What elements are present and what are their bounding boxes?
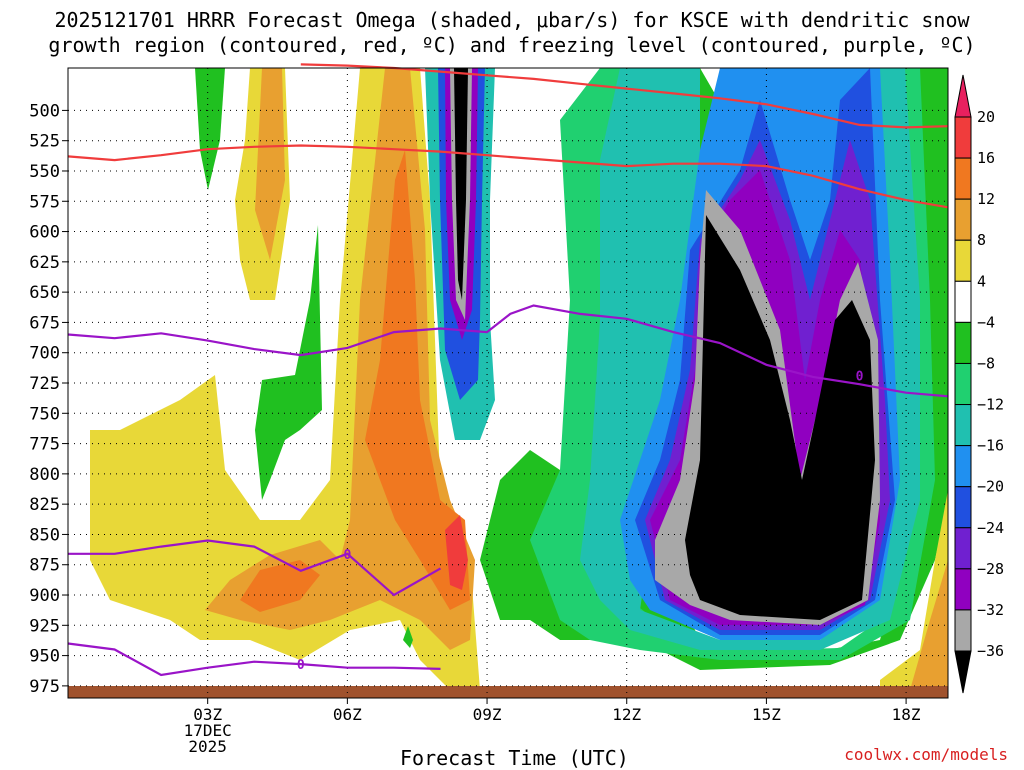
omega-negative-cyan bbox=[580, 68, 920, 650]
omega-negative-green-2 bbox=[255, 225, 322, 500]
colorbar: 20 16 12 8 4 −4 −8 −12 −16 −20 −24 −28 −32 −36 bbox=[954, 74, 1004, 694]
omega-positive-dark-orange bbox=[240, 560, 320, 612]
colorbar-label: −8 bbox=[977, 354, 995, 372]
omega-minimum-core bbox=[685, 215, 875, 620]
colorbar-label: 8 bbox=[977, 231, 986, 249]
y-tick-label: 650 bbox=[29, 283, 60, 303]
title-line-1: 2025121701 HRRR Forecast Omega (shaded, … bbox=[54, 8, 970, 32]
y-axis: 500 525 550 575 600 625 650 675 700 725 750 775 800 8… bbox=[29, 101, 68, 697]
y-tick-label: 925 bbox=[29, 616, 60, 636]
colorbar-label: −16 bbox=[977, 437, 1004, 455]
x-date-label: 17DEC bbox=[184, 721, 232, 740]
colorbar-label: −4 bbox=[977, 313, 995, 331]
colorbar-bin bbox=[954, 198, 972, 241]
colorbar-bin bbox=[954, 362, 972, 406]
colorbar-label: −12 bbox=[977, 396, 1004, 414]
colorbar-label: −28 bbox=[977, 560, 1004, 578]
y-tick-label: 575 bbox=[29, 192, 60, 212]
omega-positive-lower-right-orange bbox=[910, 560, 948, 690]
freezing-level-contours: 0 0 0 bbox=[67, 304, 949, 677]
omega-negative-green-small bbox=[403, 626, 413, 648]
freezing-level-label: 0 bbox=[297, 658, 305, 673]
credit-text: coolwx.com/models bbox=[844, 745, 1008, 764]
x-tick-label: 12Z bbox=[612, 705, 641, 724]
colorbar-label: −36 bbox=[977, 642, 1004, 660]
colorbar-bin bbox=[954, 609, 972, 652]
x-tick-label: 09Z bbox=[473, 705, 502, 724]
colorbar-bin bbox=[954, 445, 972, 488]
colorbar-bin bbox=[954, 527, 972, 570]
snow-growth-line bbox=[300, 63, 949, 129]
y-tick-label: 850 bbox=[29, 525, 60, 545]
y-tick-label: 950 bbox=[29, 647, 60, 667]
colorbar-min-arrow bbox=[954, 650, 972, 694]
omega-negative-green-left bbox=[195, 68, 225, 190]
colorbar-bin bbox=[954, 116, 972, 159]
x-axis-label: Forecast Time (UTC) bbox=[400, 746, 629, 770]
omega-field bbox=[68, 68, 948, 698]
omega-positive-orange bbox=[255, 68, 285, 260]
y-tick-label: 775 bbox=[29, 435, 60, 455]
y-tick-label: 800 bbox=[29, 465, 60, 485]
colorbar-label: −24 bbox=[977, 519, 1004, 537]
y-tick-label: 550 bbox=[29, 162, 60, 182]
colorbar-label: 20 bbox=[977, 108, 995, 126]
colorbar-bin bbox=[954, 157, 972, 200]
snow-growth-line bbox=[67, 144, 949, 209]
y-tick-label: 600 bbox=[29, 223, 60, 243]
terrain-strip bbox=[68, 686, 948, 698]
y-tick-label: 875 bbox=[29, 556, 60, 576]
colorbar-label: 12 bbox=[977, 190, 995, 208]
y-tick-label: 975 bbox=[29, 677, 60, 697]
omega-positive-red bbox=[445, 515, 468, 590]
colorbar-bin bbox=[954, 568, 972, 611]
y-tick-label: 500 bbox=[29, 101, 60, 121]
y-tick-label: 900 bbox=[29, 586, 60, 606]
chart-title: 2025121701 HRRR Forecast Omega (shaded, … bbox=[0, 8, 1024, 58]
colorbar-bin bbox=[954, 239, 972, 282]
freezing-level-line bbox=[68, 539, 442, 597]
freezing-level-label: 0 bbox=[856, 370, 864, 385]
colorbar-bin bbox=[954, 280, 972, 323]
x-tick-label: 06Z bbox=[333, 705, 362, 724]
colorbar-label: 16 bbox=[977, 149, 995, 167]
title-line-2: growth region (contoured, red, ºC) and f… bbox=[48, 33, 976, 57]
y-tick-label: 725 bbox=[29, 374, 60, 394]
colorbar-bin bbox=[954, 321, 972, 364]
y-tick-label: 675 bbox=[29, 313, 60, 333]
snow-growth-contours bbox=[67, 63, 949, 209]
colorbar-bin bbox=[954, 486, 972, 529]
y-tick-label: 625 bbox=[29, 253, 60, 273]
colorbar-max-arrow bbox=[954, 74, 972, 118]
freezing-level-label: 0 bbox=[343, 548, 351, 563]
y-tick-label: 825 bbox=[29, 495, 60, 515]
y-tick-label: 700 bbox=[29, 344, 60, 364]
freezing-level-line bbox=[67, 642, 441, 677]
y-tick-label: 525 bbox=[29, 132, 60, 152]
x-tick-label: 18Z bbox=[892, 705, 921, 724]
omega-column-core bbox=[454, 68, 468, 300]
omega-positive-dark-orange-2 bbox=[365, 150, 470, 610]
colorbar-label: −20 bbox=[977, 478, 1004, 496]
colorbar-bin bbox=[954, 404, 972, 447]
freezing-level-line bbox=[67, 304, 949, 398]
colorbar-label: −32 bbox=[977, 601, 1004, 619]
colorbar-label: 4 bbox=[977, 272, 986, 290]
y-tick-label: 750 bbox=[29, 404, 60, 424]
x-tick-label: 15Z bbox=[752, 705, 781, 724]
x-tick-label: 03Z bbox=[193, 705, 222, 724]
x-date-label: 2025 bbox=[188, 737, 227, 756]
